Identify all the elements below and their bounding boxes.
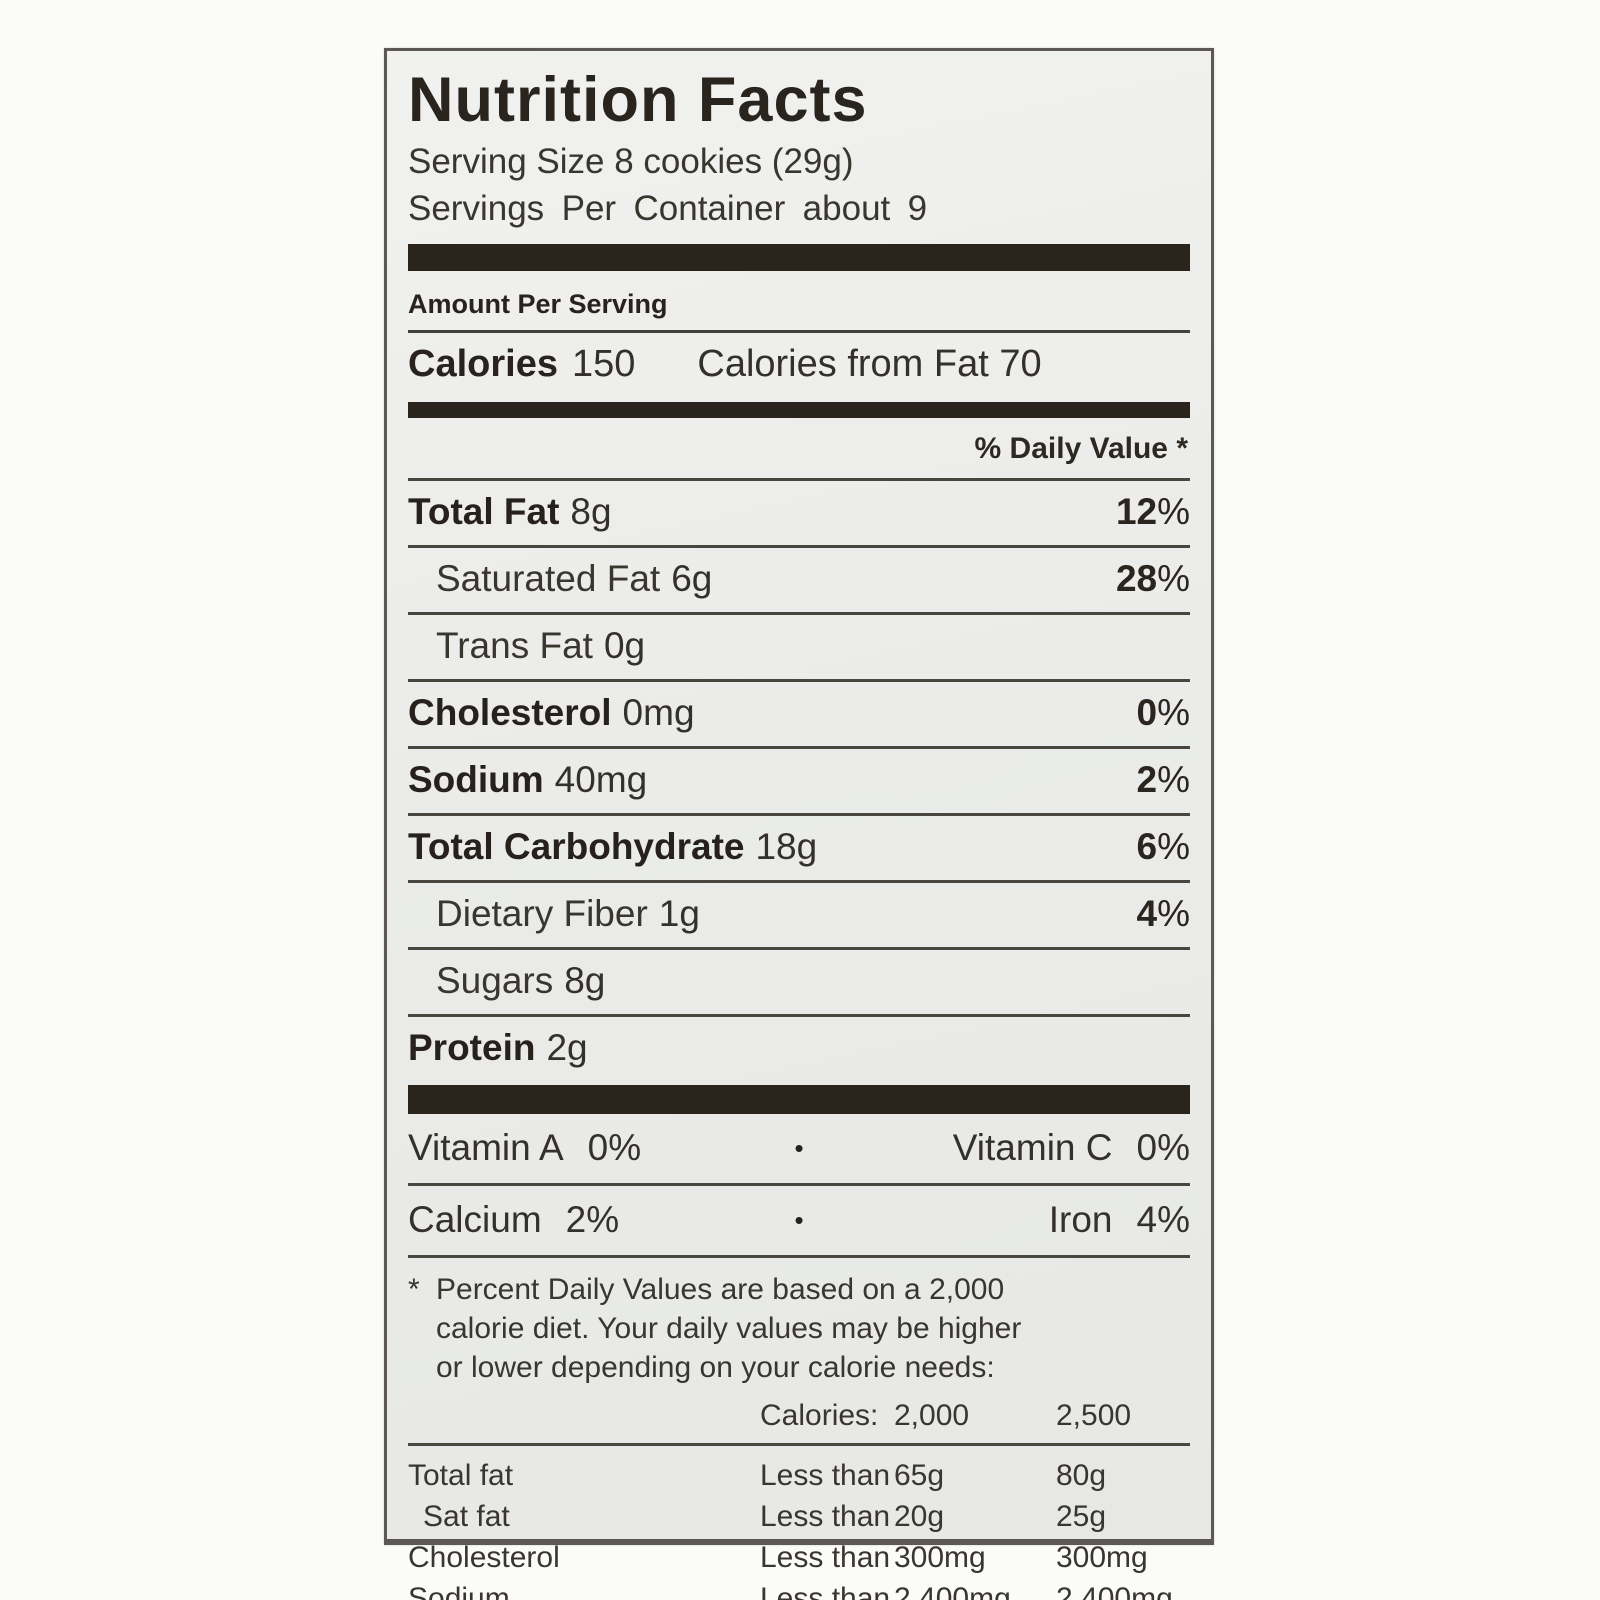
nutrient-dv: 0 xyxy=(1136,692,1158,734)
nutrient-row-protein: Protein 2g xyxy=(408,1014,1190,1081)
reference-calories-row: Calories: 2,000 2,500 xyxy=(408,1389,1190,1443)
reference-name: Total fat xyxy=(408,1459,514,1493)
reference-2000-value: 2,400mg xyxy=(894,1582,1011,1600)
reference-2500-value: 25g xyxy=(1056,1500,1107,1534)
nutrient-label: Trans Fat xyxy=(436,625,593,667)
asterisk: * xyxy=(408,1273,420,1307)
reference-name: Sat fat xyxy=(423,1500,510,1534)
nutrient-dv: 4 xyxy=(1136,893,1158,935)
nutrient-label: Total Carbohydrate xyxy=(408,826,745,868)
nutrient-amount: 1g xyxy=(658,893,700,935)
reference-2500-value: 300mg xyxy=(1056,1541,1148,1575)
calories-row: Calories 150 Calories from Fat 70 xyxy=(408,333,1190,398)
label-title: Nutrition Facts xyxy=(408,65,868,135)
nutrient-dv: 28 xyxy=(1115,558,1158,600)
nutrient-row-trans-fat: Trans Fat 0g xyxy=(408,612,1190,679)
percent-sign: % xyxy=(1157,692,1190,734)
bullet-separator-icon: • xyxy=(794,1132,804,1163)
nutrient-dv: 6 xyxy=(1136,826,1158,868)
reference-calories-label: Calories: xyxy=(760,1399,879,1433)
vitamin-name: Calcium xyxy=(408,1199,542,1241)
nutrient-label: Sugars xyxy=(436,960,554,1002)
divider-thick-top xyxy=(408,244,1190,272)
nutrient-amount: 0mg xyxy=(622,692,695,734)
reference-calories-2500: 2,500 xyxy=(1056,1399,1132,1433)
divider-medium xyxy=(408,402,1190,419)
nutrient-row-total-carbohydrate: Total Carbohydrate 18g 6% xyxy=(408,813,1190,880)
vitamin-value: 0% xyxy=(1136,1127,1190,1169)
vitamin-name: Vitamin C xyxy=(952,1127,1113,1169)
vitamin-name: Vitamin A xyxy=(408,1127,564,1169)
reference-qualifier: Less than xyxy=(760,1582,891,1600)
vitamin-value: 0% xyxy=(587,1127,642,1169)
reference-qualifier: Less than xyxy=(760,1541,891,1575)
percent-sign: % xyxy=(1157,759,1190,801)
daily-value-header: % Daily Value * xyxy=(974,432,1188,466)
percent-sign: % xyxy=(1157,893,1190,935)
reference-row-sat-fat: Sat fat Less than 20g 25g xyxy=(408,1497,1190,1538)
nutrient-label: Protein xyxy=(408,1027,536,1069)
nutrient-label: Sodium xyxy=(408,759,544,801)
nutrient-amount: 2g xyxy=(546,1027,588,1069)
reference-row-sodium: Sodium Less than 2,400mg 2,400mg xyxy=(408,1579,1190,1600)
reference-qualifier: Less than xyxy=(760,1500,891,1534)
nutrient-label: Total Fat xyxy=(408,491,560,533)
reference-2500-value: 80g xyxy=(1056,1459,1107,1493)
calories-value: 150 xyxy=(571,343,636,386)
nutrient-label: Dietary Fiber xyxy=(436,893,648,935)
nutrient-dv: 12 xyxy=(1115,491,1158,533)
reference-table: Total fat Less than 65g 80g Sat fat Less… xyxy=(408,1443,1190,1600)
reference-calories-2000: 2,000 xyxy=(894,1399,970,1433)
vitamin-value: 4% xyxy=(1136,1199,1190,1241)
bullet-separator-icon: • xyxy=(794,1204,804,1235)
nutrient-dv: 2 xyxy=(1136,759,1158,801)
footnote-text: Percent Daily Values are based on a 2,00… xyxy=(436,1273,1022,1385)
nutrient-amount: 18g xyxy=(755,826,818,868)
nutrient-row-cholesterol: Cholesterol 0mg 0% xyxy=(408,679,1190,746)
nutrient-amount: 0g xyxy=(603,625,646,667)
percent-sign: % xyxy=(1157,491,1190,533)
calories-label: Calories xyxy=(408,343,558,386)
servings-per-container: Servings Per Container about 9 xyxy=(408,189,928,229)
nutrient-amount: 40mg xyxy=(554,759,648,801)
percent-sign: % xyxy=(1157,558,1190,600)
vitamin-row-a-c: Vitamin A 0% • Vitamin C 0% xyxy=(408,1114,1190,1183)
percent-sign: % xyxy=(1157,826,1190,868)
reference-2500-value: 2,400mg xyxy=(1056,1582,1173,1600)
reference-qualifier: Less than xyxy=(760,1459,891,1493)
nutrient-label: Saturated Fat xyxy=(436,558,661,600)
divider-thick-bottom xyxy=(408,1085,1190,1115)
nutrient-row-dietary-fiber: Dietary Fiber 1g 4% xyxy=(408,880,1190,947)
serving-size: Serving Size 8 cookies (29g) xyxy=(408,142,854,182)
nutrient-row-sugars: Sugars 8g xyxy=(408,947,1190,1014)
reference-row-cholesterol: Cholesterol Less than 300mg 300mg xyxy=(408,1538,1190,1579)
vitamin-value: 2% xyxy=(565,1199,620,1241)
reference-row-total-fat: Total fat Less than 65g 80g xyxy=(408,1456,1190,1497)
calories-from-fat: Calories from Fat 70 xyxy=(697,343,1042,386)
amount-per-serving-heading: Amount Per Serving xyxy=(408,279,1190,334)
nutrition-facts-label: Nutrition Facts Serving Size 8 cookies (… xyxy=(384,48,1214,1600)
vitamin-row-calcium-iron: Calcium 2% • Iron 4% xyxy=(408,1183,1190,1255)
reference-2000-value: 65g xyxy=(894,1459,945,1493)
nutrient-row-saturated-fat: Saturated Fat 6g 28% xyxy=(408,545,1190,612)
reference-name: Cholesterol xyxy=(408,1541,560,1575)
reference-name: Sodium xyxy=(408,1582,510,1600)
nutrient-row-sodium: Sodium 40mg 2% xyxy=(408,746,1190,813)
nutrient-amount: 8g xyxy=(564,960,606,1002)
reference-2000-value: 20g xyxy=(894,1500,945,1534)
nutrient-amount: 8g xyxy=(570,491,612,533)
daily-value-footnote: * Percent Daily Values are based on a 2,… xyxy=(408,1255,1190,1389)
reference-2000-value: 300mg xyxy=(894,1541,986,1575)
vitamin-name: Iron xyxy=(1048,1199,1113,1241)
nutrient-label: Cholesterol xyxy=(408,692,612,734)
nutrient-amount: 6g xyxy=(671,558,713,600)
nutrient-row-total-fat: Total Fat 8g 12% xyxy=(408,478,1190,545)
